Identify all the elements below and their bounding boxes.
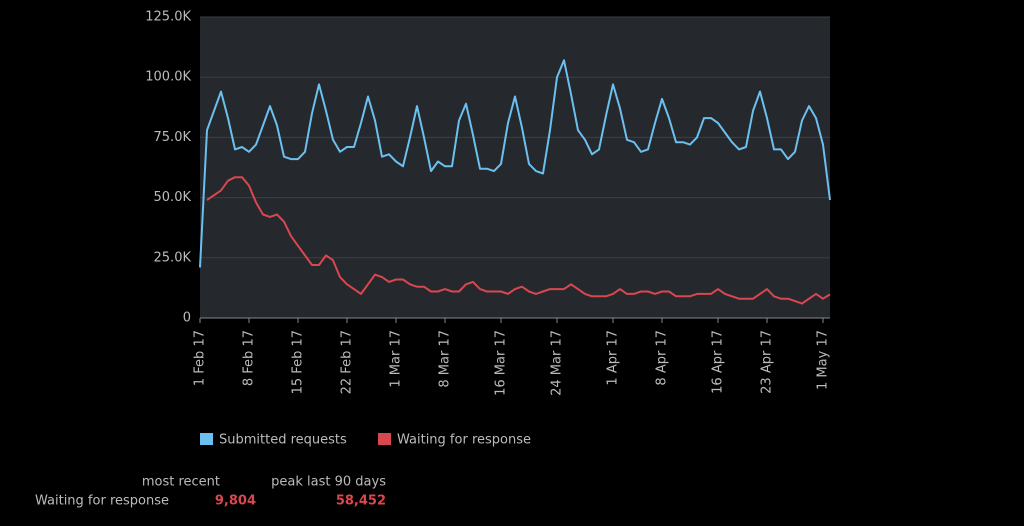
x-tick-label: 8 Apr 17 (655, 330, 670, 386)
x-tick-label: 16 Apr 17 (711, 330, 726, 394)
x-tick-label: 8 Mar 17 (438, 330, 453, 388)
x-tick-label: 1 Apr 17 (606, 330, 621, 386)
x-tick-label: 16 Mar 17 (494, 330, 509, 396)
summary-label: Waiting for response (35, 494, 169, 509)
summary-value: 9,804 (215, 494, 256, 509)
legend-label: Waiting for response (397, 433, 531, 448)
x-tick-label: 15 Feb 17 (291, 330, 306, 394)
legend-swatch (378, 433, 391, 445)
y-tick-label: 50.0K (154, 190, 192, 205)
summary-header: most recent (142, 475, 220, 490)
y-tick-label: 25.0K (154, 250, 192, 265)
y-tick-label: 75.0K (154, 130, 192, 145)
y-tick-label: 0 (183, 311, 191, 326)
summary-value: 58,452 (336, 494, 386, 509)
plot-area (200, 17, 830, 318)
x-tick-label: 23 Apr 17 (760, 330, 775, 394)
y-tick-label: 125.0K (145, 10, 191, 25)
x-tick-label: 22 Feb 17 (340, 330, 355, 394)
y-tick-label: 100.0K (145, 70, 191, 85)
series-line (206, 176, 831, 305)
x-tick-label: 1 Feb 17 (193, 330, 208, 386)
legend-swatch (200, 433, 213, 445)
x-tick-label: 24 Mar 17 (550, 330, 565, 396)
x-tick-label: 8 Feb 17 (242, 330, 257, 386)
x-tick-label: 1 Mar 17 (389, 330, 404, 388)
x-tick-label: 1 May 17 (816, 330, 831, 390)
summary-header: peak last 90 days (271, 475, 386, 490)
series-line (199, 59, 831, 268)
legend-label: Submitted requests (219, 433, 347, 448)
